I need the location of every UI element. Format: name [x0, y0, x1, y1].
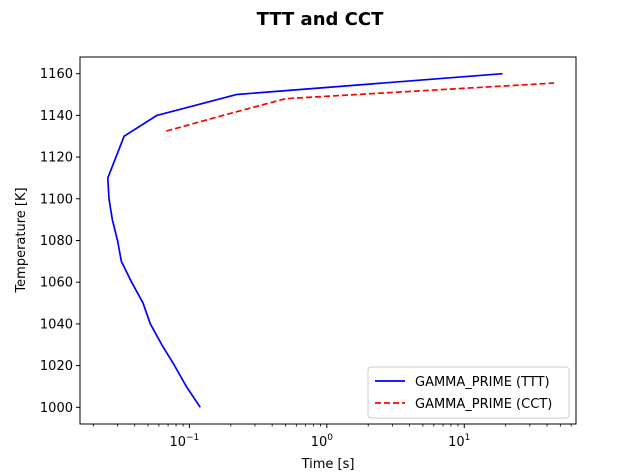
legend: GAMMA_PRIME (TTT) GAMMA_PRIME (CCT): [367, 366, 570, 419]
y-tick-label: 1160: [40, 67, 73, 82]
legend-label-cct: GAMMA_PRIME (CCT): [415, 397, 552, 412]
x-tick-exponent: −1: [186, 433, 199, 443]
y-tick-label: 1080: [40, 234, 73, 249]
y-tick-label: 1140: [40, 109, 73, 124]
y-tick-label: 1120: [40, 151, 73, 166]
y-tick-label: 1100: [40, 192, 73, 207]
y-tick-label: 1000: [40, 401, 73, 416]
series-layer: [106, 72, 555, 408]
x-tick-exponent: 0: [327, 433, 333, 443]
chart-title: TTT and CCT: [257, 9, 384, 30]
y-tick-label: 1020: [40, 359, 73, 374]
legend-box: [367, 366, 570, 419]
x-axis-label: Time [s]: [301, 457, 355, 472]
y-axis-label: Temperature [K]: [14, 187, 29, 293]
legend-label-ttt: GAMMA_PRIME (TTT): [415, 375, 550, 390]
series-line-cct: [166, 82, 555, 132]
x-tick-exponent: 1: [465, 433, 471, 443]
y-tick-label: 1060: [40, 276, 73, 291]
y-tick-label: 1040: [40, 317, 73, 332]
series-line-ttt: [106, 72, 503, 408]
y-axis: 1000 1020 1040 1060 1080 1100 1120 1140 1160: [40, 67, 80, 416]
